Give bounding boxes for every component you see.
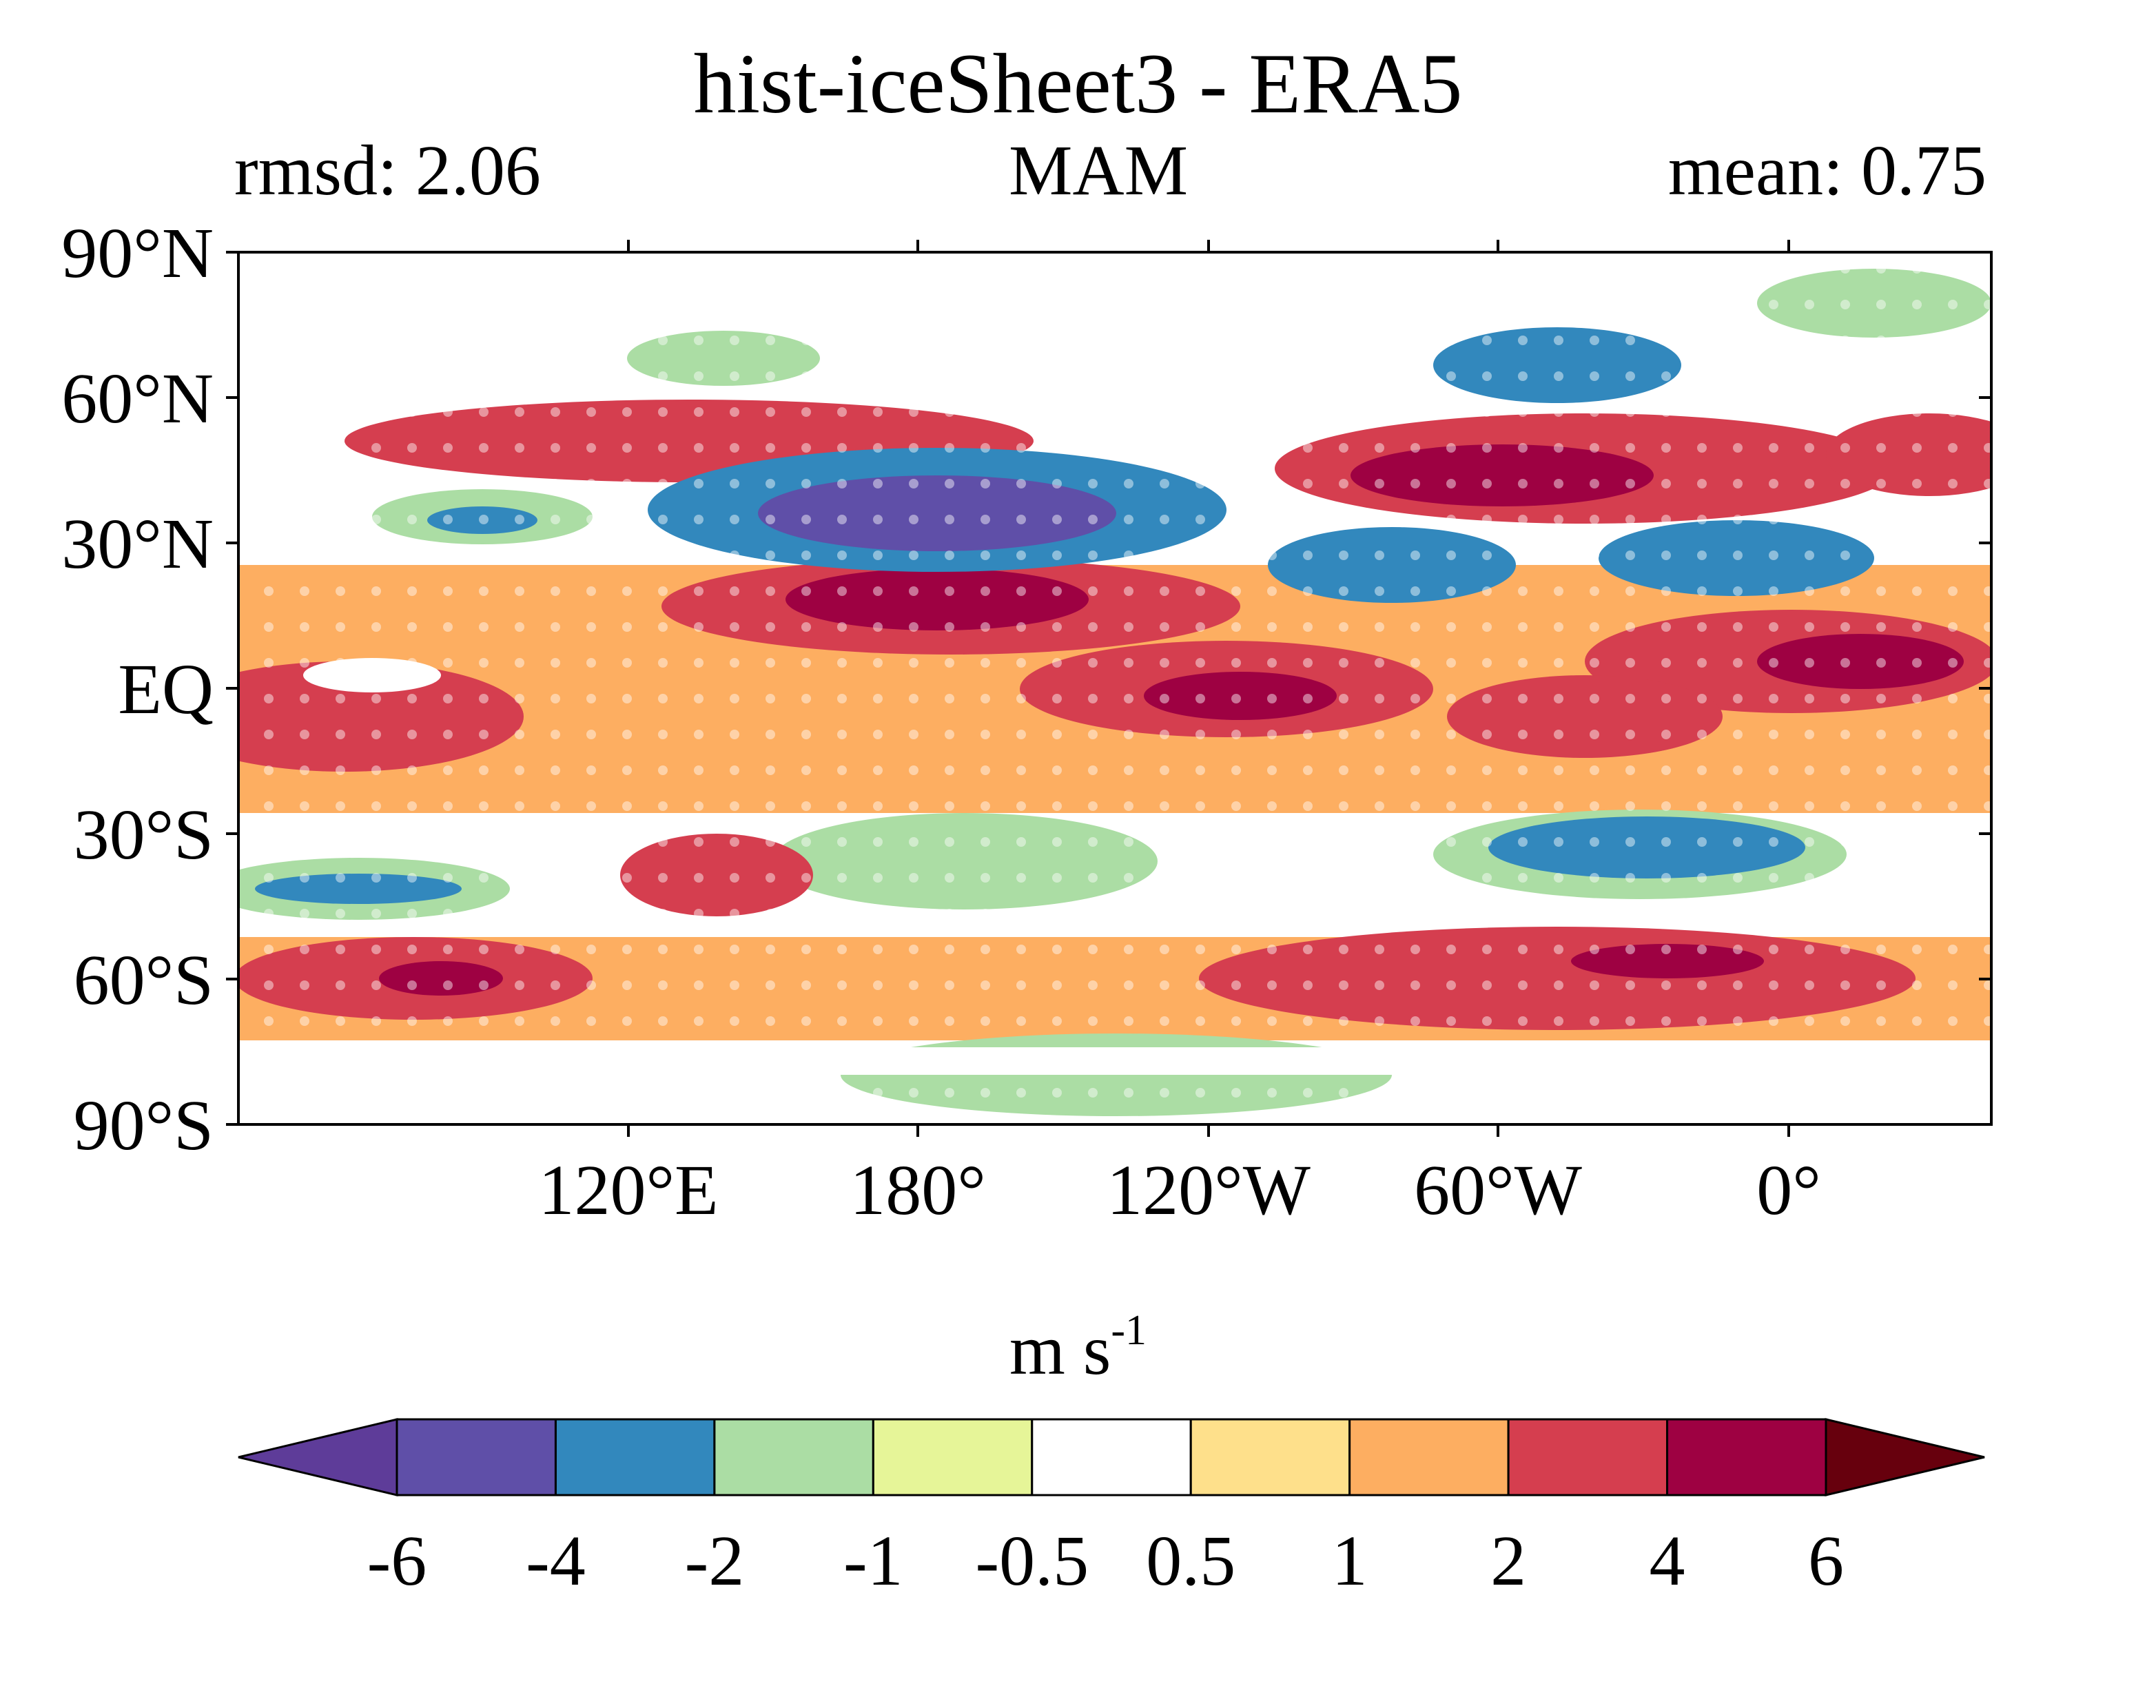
units-exponent: -1 [1111, 1307, 1147, 1354]
mean-label: mean: 0.75 [1667, 131, 1986, 210]
colorbar-box [1348, 1418, 1510, 1496]
lat-tick-label: 90°N [61, 214, 214, 293]
colorbar-box [396, 1418, 557, 1496]
colorbar-box [1666, 1418, 1827, 1496]
colorbar [238, 1418, 1985, 1496]
colorbar-box [1031, 1418, 1192, 1496]
lon-tick-label: 0° [1756, 1151, 1821, 1230]
colorbar-tick-label: -1 [843, 1521, 903, 1601]
lon-tick-label: 60°W [1414, 1151, 1582, 1230]
lon-tick-label: 180° [850, 1151, 986, 1230]
colorbar-tick-label: -0.5 [975, 1521, 1089, 1601]
colorbar-tick-label: -6 [367, 1521, 427, 1601]
lat-tick-label: 30°N [61, 504, 214, 584]
colorbar-box [713, 1418, 874, 1496]
lat-tick-label: 90°S [74, 1086, 214, 1165]
colorbar-min-triangle [238, 1418, 398, 1496]
season-label: MAM [1009, 131, 1189, 210]
units-label: m s-1 [0, 1309, 2156, 1386]
colorbar-tick-label: -4 [526, 1521, 586, 1601]
lon-tick-label: 120°E [538, 1151, 718, 1230]
lat-tick-label: 60°N [61, 359, 214, 438]
map-field [238, 252, 1991, 1124]
axis-ticks [226, 240, 1991, 1137]
colorbar-tick-label: 1 [1332, 1521, 1368, 1601]
colorbar-tick-label: -2 [685, 1521, 745, 1601]
colorbar-box [872, 1418, 1034, 1496]
units-base: m s [1009, 1310, 1111, 1390]
colorbar-labels: -6 -4 -2 -1 -0.5 0.5 1 2 4 6 [367, 1521, 1844, 1601]
lat-labels: 90°N 60°N 30°N EQ 30°S 60°S 90°S [61, 214, 214, 1165]
colorbar-box [1189, 1418, 1351, 1496]
colorbar-tick-label: 4 [1650, 1521, 1685, 1601]
lat-tick-label: 30°S [74, 795, 214, 874]
plot-title: hist-iceSheet3 - ERA5 [693, 37, 1463, 131]
colorbar-max-triangle [1825, 1418, 1985, 1496]
lat-tick-label: EQ [118, 650, 214, 729]
colorbar-tick-label: 2 [1490, 1521, 1526, 1601]
colorbar-tick-label: 0.5 [1146, 1521, 1235, 1601]
lon-labels: 120°E 180° 120°W 60°W 0° [538, 1151, 1820, 1230]
colorbar-box [1507, 1418, 1669, 1496]
colorbar-box [554, 1418, 716, 1496]
lon-tick-label: 120°W [1107, 1151, 1311, 1230]
lat-tick-label: 60°S [74, 940, 214, 1020]
rmsd-label: rmsd: 2.06 [234, 131, 541, 210]
colorbar-tick-label: 6 [1808, 1521, 1844, 1601]
